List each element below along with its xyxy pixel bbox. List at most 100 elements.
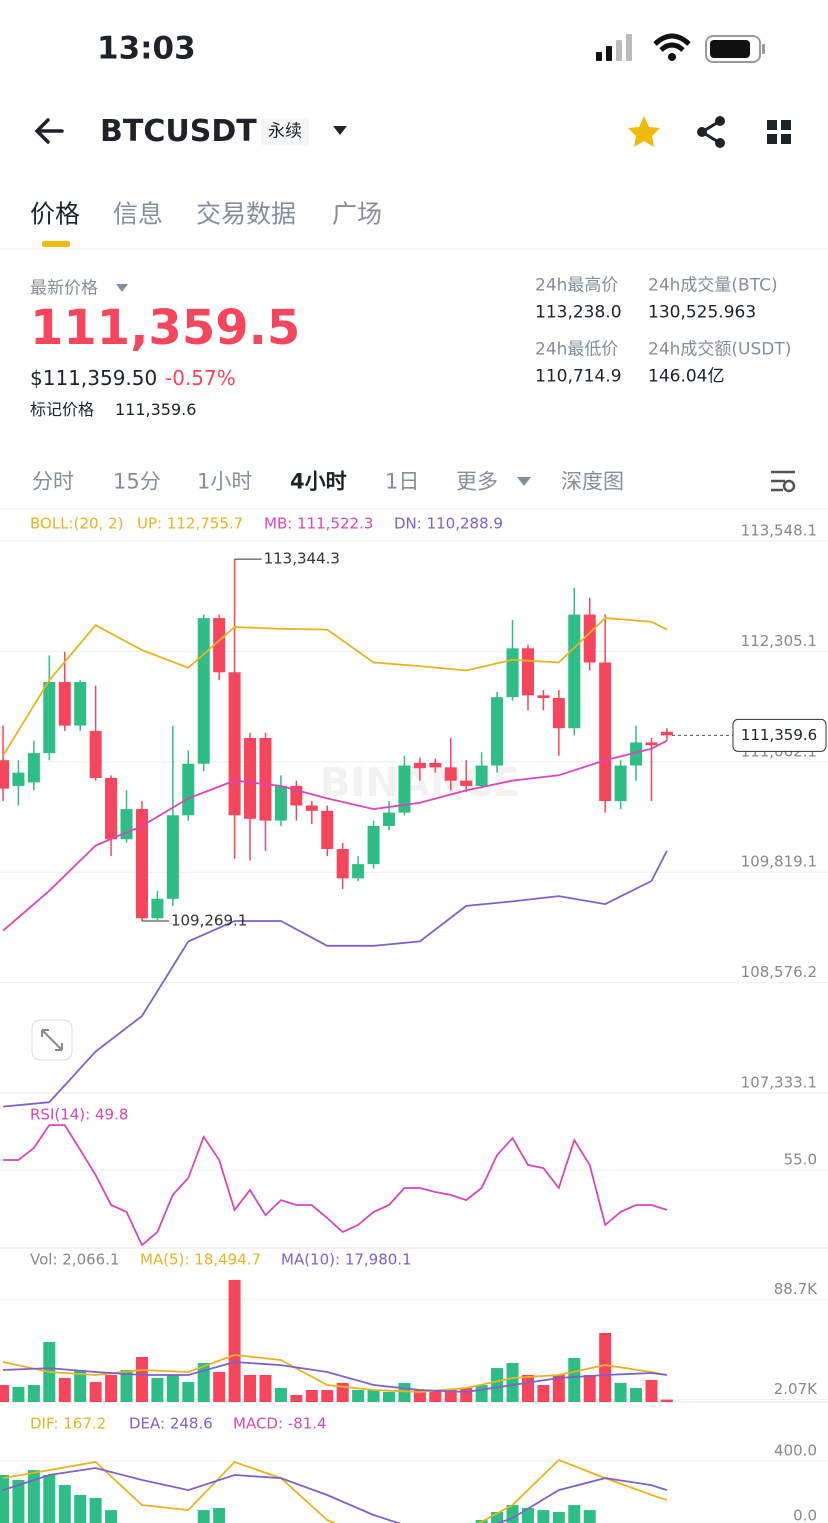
candle-body — [120, 809, 133, 840]
stat-value: 130,525.963 — [648, 302, 757, 323]
note-label: 113,344.3 — [264, 550, 340, 568]
mark-label: 标记价格 — [30, 400, 95, 419]
candle-body — [89, 730, 102, 778]
volume-bar — [352, 1389, 365, 1402]
candle-body — [444, 767, 457, 781]
candle-body — [429, 762, 442, 768]
volume-bar — [444, 1389, 457, 1402]
change: -0.57% — [165, 366, 236, 390]
favorite-star[interactable] — [628, 116, 660, 147]
volume-bar — [89, 1382, 102, 1402]
last-price: 111,359.5 — [30, 300, 301, 356]
status-icons — [596, 33, 765, 63]
candle-body — [630, 742, 643, 766]
tab[interactable]: 交易数据 — [196, 199, 297, 229]
volume-bar — [630, 1388, 643, 1402]
volume-bar — [12, 1386, 25, 1402]
contract-tag: 永续 — [261, 118, 309, 146]
indicator-label: DEA: 248.6 — [129, 1415, 213, 1433]
share-button[interactable] — [697, 116, 725, 148]
symbol-dropdown[interactable] — [333, 126, 347, 135]
macd-bar — [12, 1480, 25, 1523]
stat-label: 24h成交量(BTC) — [648, 275, 778, 296]
volume-bar — [521, 1374, 534, 1402]
tab-underline — [42, 241, 70, 247]
volume-bar — [506, 1362, 519, 1402]
back-button[interactable] — [34, 118, 64, 144]
interval[interactable]: 1小时 — [197, 469, 253, 494]
candle-body — [552, 698, 565, 729]
macd-bar — [74, 1494, 87, 1523]
mark-value: 111,359.6 — [115, 400, 197, 419]
price-dropdown[interactable] — [116, 284, 128, 292]
macd-line — [2, 1467, 668, 1523]
candle-body — [599, 662, 612, 802]
tab[interactable]: 价格 — [30, 199, 81, 229]
indicator-label: DIF: 167.2 — [30, 1415, 106, 1433]
tab[interactable]: 广场 — [332, 199, 383, 229]
stat-value: 110,714.9 — [535, 366, 622, 387]
volume-bar — [614, 1382, 627, 1402]
expand-button[interactable] — [31, 1019, 73, 1061]
interval[interactable]: 4小时 — [290, 469, 347, 494]
candle-body — [274, 785, 287, 821]
stat-value: 146.04亿 — [648, 366, 725, 387]
grid-menu[interactable] — [767, 120, 791, 144]
candle-body — [182, 763, 195, 816]
more-dropdown[interactable] — [517, 477, 531, 486]
chart-settings[interactable] — [771, 470, 796, 493]
volume-bar — [166, 1374, 179, 1402]
volume-bar — [120, 1370, 133, 1402]
volume-bar — [135, 1356, 148, 1402]
candle-body — [660, 731, 673, 736]
macd-bar — [552, 1512, 565, 1523]
candle-body — [398, 765, 411, 813]
volume-ma-line — [2, 1361, 668, 1393]
y-tick-label: 109,819.1 — [741, 853, 817, 871]
candle-body — [614, 765, 627, 802]
price-label: 最新价格 — [30, 278, 98, 299]
volume-bar — [645, 1379, 658, 1402]
header-icons — [0, 116, 828, 510]
macd-bar — [197, 1510, 210, 1523]
candle-body — [460, 780, 473, 786]
status-time: 13:03 — [97, 30, 196, 67]
volume-bar — [213, 1371, 226, 1402]
macd-bar — [27, 1470, 40, 1523]
interval[interactable]: 深度图 — [561, 469, 624, 494]
candle-body — [12, 772, 25, 786]
volume-bar — [0, 1385, 9, 1402]
volume-bar — [105, 1374, 118, 1402]
interval[interactable]: 更多 — [456, 469, 498, 494]
candle-body — [305, 805, 318, 811]
interval[interactable]: 1日 — [385, 469, 420, 494]
volume-bar — [58, 1377, 71, 1402]
tab[interactable]: 信息 — [113, 199, 164, 229]
candle-body — [568, 614, 581, 729]
macd-bar — [583, 1510, 596, 1523]
macd-bar — [213, 1507, 226, 1523]
macd-line — [2, 1458, 668, 1523]
y-tick-label: 2.07K — [774, 1380, 818, 1398]
candle-body — [244, 738, 257, 819]
candle-body — [321, 810, 334, 850]
volume-bar — [274, 1388, 287, 1402]
volume-bar — [290, 1394, 303, 1402]
candle-body — [413, 762, 426, 769]
volume-bar — [27, 1385, 40, 1402]
candle-body — [105, 777, 118, 840]
interval[interactable]: 15分 — [113, 469, 161, 494]
y-tick-label: 88.7K — [774, 1280, 818, 1298]
candle-body — [367, 825, 380, 865]
interval[interactable]: 分时 — [32, 469, 74, 494]
volume-bar — [197, 1362, 210, 1402]
candle-body — [213, 618, 226, 673]
indicator-label: DN: 110,288.9 — [394, 515, 503, 533]
boll-line — [2, 850, 668, 1108]
candle-body — [166, 815, 179, 899]
volume-bar — [491, 1368, 504, 1402]
candle-body — [506, 648, 519, 698]
macd-bar — [105, 1510, 118, 1523]
